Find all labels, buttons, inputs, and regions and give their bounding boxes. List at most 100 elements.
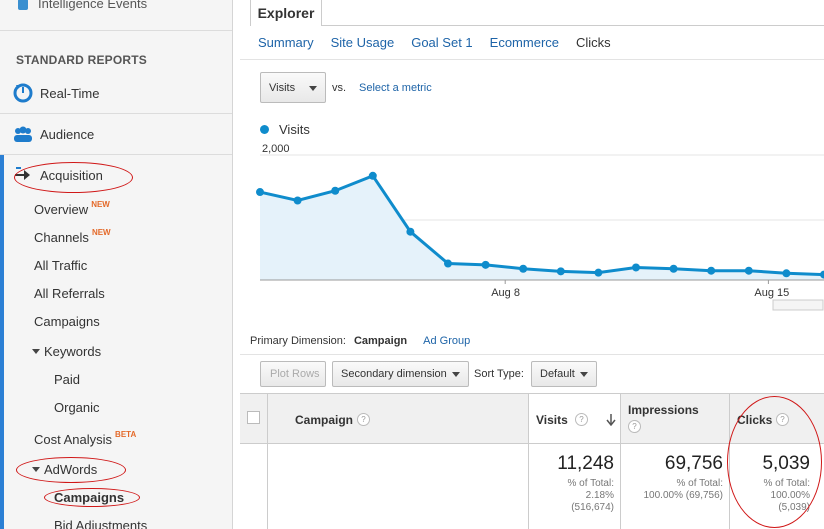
sidebar-item-label: Bid Adjustments	[54, 517, 148, 529]
data-point[interactable]	[481, 260, 490, 269]
secondary-dimension-label: Secondary dimension	[341, 368, 447, 380]
data-point[interactable]	[293, 196, 302, 205]
dropdown-arrow-icon	[309, 85, 317, 91]
subtab-site-usage[interactable]: Site Usage	[330, 35, 395, 50]
column-header-visits[interactable]: Visits ?	[529, 394, 621, 444]
sidebar-item-all-referrals[interactable]: All Referrals	[0, 281, 232, 305]
data-point[interactable]	[406, 227, 415, 236]
data-point[interactable]	[744, 266, 753, 275]
data-point[interactable]	[669, 264, 678, 273]
new-badge: NEW	[91, 199, 110, 209]
subtab-bar: Summary Site Usage Goal Set 1 Ecommerce …	[258, 35, 611, 50]
total-clicks: 5,039	[762, 453, 810, 474]
y-tick-label: 2,000	[262, 143, 290, 155]
sidebar-item-label: Campaigns	[54, 489, 125, 505]
divider	[240, 354, 824, 355]
sidebar-item-organic[interactable]: Organic	[0, 395, 232, 419]
caret-down-icon	[32, 466, 40, 472]
sort-descending-icon[interactable]	[606, 413, 616, 426]
total-clicks-cell: 5,039 % of Total: 100.00% (5,039)	[730, 444, 824, 529]
sidebar-item-realtime[interactable]: Real-Time	[0, 73, 232, 113]
percent-of-total: 2.18%	[585, 490, 614, 501]
sidebar-item-label: All Traffic	[34, 257, 88, 273]
main-panel: Explorer Summary Site Usage Goal Set 1 E…	[240, 0, 824, 529]
ad-group-link[interactable]: Ad Group	[423, 335, 471, 347]
column-header-clicks[interactable]: Clicks ?	[730, 394, 824, 444]
data-point[interactable]	[368, 171, 377, 180]
help-icon[interactable]: ?	[776, 413, 789, 426]
help-icon[interactable]: ?	[628, 420, 641, 433]
secondary-dimension-select[interactable]: Secondary dimension	[332, 361, 469, 387]
sidebar-item-label: Overview	[34, 201, 89, 217]
metric-select-value: Visits	[269, 81, 296, 94]
sidebar-item-label: All Referrals	[34, 285, 105, 301]
metric-select[interactable]: Visits	[260, 72, 326, 103]
data-point[interactable]	[594, 268, 603, 277]
plot-rows-label: Plot Rows	[270, 368, 320, 380]
audience-icon	[12, 123, 34, 145]
sidebar-item-label: Audience	[40, 126, 95, 142]
sidebar-item-label: Real-Time	[40, 85, 100, 101]
percent-of-total-label: % of Total:	[567, 478, 614, 489]
sidebar-item-overview[interactable]: Overview NEW	[0, 197, 232, 221]
chart-range-handle[interactable]	[772, 299, 824, 311]
sidebar-item-paid[interactable]: Paid	[0, 367, 232, 391]
data-point[interactable]	[820, 270, 824, 279]
subtab-ecommerce[interactable]: Ecommerce	[489, 35, 560, 50]
sidebar-item-adwords-campaigns[interactable]: Campaigns	[0, 485, 232, 509]
sidebar-item-channels[interactable]: Channels NEW	[0, 225, 232, 249]
select-all-checkbox[interactable]	[247, 411, 260, 424]
primary-dimension-label: Primary Dimension:	[250, 335, 346, 347]
total-impressions-cell: 69,756 % of Total: 100.00% (69,756)	[621, 444, 730, 529]
tab-divider	[322, 25, 824, 26]
vs-label: vs.	[332, 82, 347, 94]
data-point[interactable]	[707, 266, 716, 275]
sidebar-item-label: Paid	[54, 371, 81, 387]
subtab-goal-set-1[interactable]: Goal Set 1	[411, 35, 473, 50]
data-point[interactable]	[556, 267, 565, 276]
sidebar-item-acquisition[interactable]: Acquisition	[0, 155, 232, 195]
help-icon[interactable]: ?	[575, 413, 588, 426]
sidebar-item-label: Campaigns	[34, 313, 100, 329]
sort-type-select[interactable]: Default	[531, 361, 597, 387]
chart-legend: Visits	[260, 122, 310, 137]
sidebar-item-intelligence-events[interactable]: Intelligence Events	[0, 0, 232, 14]
sidebar-item-all-traffic[interactable]: All Traffic	[0, 253, 232, 277]
select-metric-link[interactable]: Select a metric	[359, 82, 432, 94]
sidebar-item-label: Channels	[34, 229, 89, 245]
section-header: STANDARD REPORTS	[16, 53, 147, 67]
subtab-clicks[interactable]: Clicks	[576, 35, 611, 50]
data-point[interactable]	[632, 263, 640, 272]
column-header-label: Visits	[536, 413, 568, 427]
data-point[interactable]	[444, 259, 452, 268]
sidebar-item-bid-adjustments[interactable]: Bid Adjustments	[0, 513, 232, 529]
legend-label: Visits	[279, 122, 310, 137]
divider	[240, 59, 824, 60]
data-point[interactable]	[331, 186, 340, 195]
subtab-summary[interactable]: Summary	[258, 35, 314, 50]
column-header-campaign[interactable]: Campaign ?	[268, 394, 529, 444]
data-point[interactable]	[519, 264, 528, 273]
column-header-label: Clicks	[737, 413, 773, 427]
data-point[interactable]	[782, 269, 791, 278]
sidebar-item-label: Organic	[54, 399, 100, 415]
column-header-impressions[interactable]: Impressions ?	[621, 394, 730, 444]
tab-explorer[interactable]: Explorer	[250, 0, 322, 26]
help-icon[interactable]: ?	[357, 413, 370, 426]
sidebar-item-campaigns[interactable]: Campaigns	[0, 309, 232, 333]
percent-of-total-label: % of Total:	[676, 478, 723, 489]
sort-type-label: Sort Type:	[474, 368, 524, 380]
plot-rows-button[interactable]: Plot Rows	[260, 361, 326, 387]
sidebar-item-adwords[interactable]: AdWords	[0, 457, 232, 481]
sidebar-item-label: Intelligence Events	[38, 0, 148, 11]
total-visits-cell: 11,248 % of Total: 2.18% (516,674)	[529, 444, 621, 529]
x-tick-label: Aug 8	[491, 287, 520, 299]
active-section-bar	[0, 155, 4, 529]
sidebar-item-audience[interactable]: Audience	[0, 114, 232, 154]
total-visits: 11,248	[557, 453, 614, 474]
sidebar-item-keywords[interactable]: Keywords	[0, 339, 232, 363]
sidebar-item-cost-analysis[interactable]: Cost Analysis BETA	[0, 427, 232, 451]
lightbulb-icon	[18, 0, 28, 10]
primary-dimension-current[interactable]: Campaign	[353, 335, 408, 347]
data-point[interactable]	[256, 188, 264, 197]
